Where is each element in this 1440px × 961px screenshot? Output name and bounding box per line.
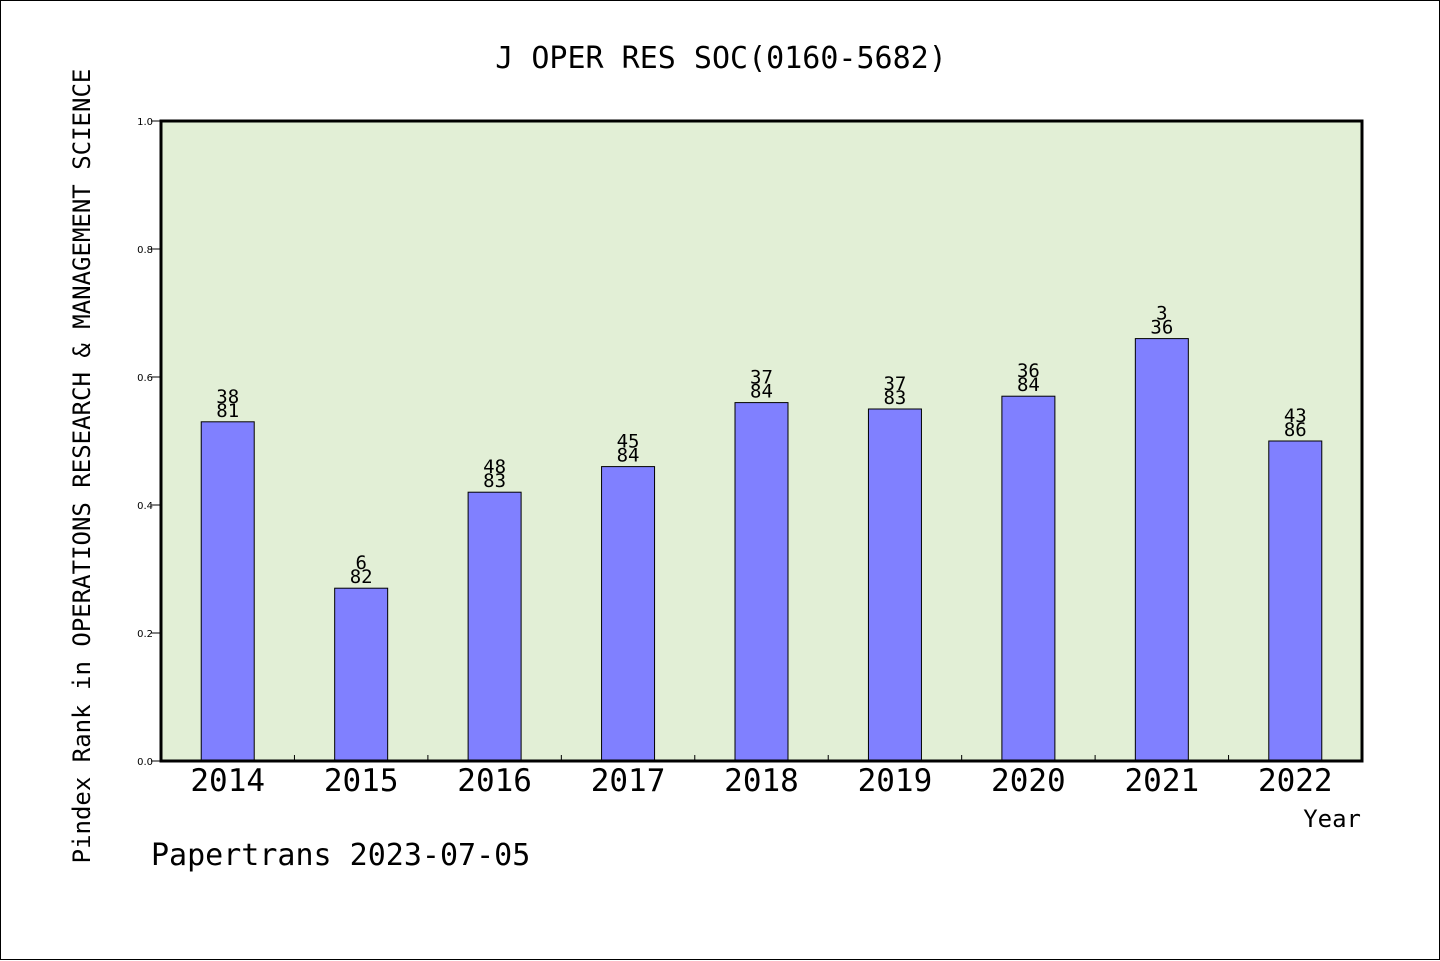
total-label-2018: 84 [750,381,773,403]
total-label-2016: 83 [483,470,506,492]
y-tick-label: 0.8 [137,245,153,256]
x-tick-label-2021: 2021 [1125,763,1200,799]
bar-2015 [334,587,389,762]
rank-label-2014: 38 [216,386,239,408]
x-tick-label-2015: 2015 [324,763,399,799]
y-tick-label: 0.2 [137,629,153,640]
rank-label-2018: 37 [750,367,773,389]
rank-label-2015: 6 [355,552,366,574]
rank-label-2021: 3 [1156,303,1167,325]
rank-label-2016: 48 [483,456,506,478]
y-axis-label: Pindex Rank in OPERATIONS RESEARCH & MAN… [68,69,96,864]
bar-2019 [867,408,922,762]
plot-frame [159,119,1364,763]
x-tick-label-2017: 2017 [591,763,666,799]
x-axis-label: Year [1303,805,1361,833]
chart-title: J OPER RES SOC(0160-5682) [495,41,947,76]
bars-group [200,338,1323,762]
x-tick-label-2022: 2022 [1258,763,1333,799]
total-label-2021: 36 [1150,317,1173,339]
x-tick-label-2019: 2019 [858,763,933,799]
total-label-2022: 86 [1284,419,1307,441]
bar-2021 [1134,338,1189,762]
bar-2022 [1268,440,1323,762]
y-tick-label: 0.6 [137,373,153,384]
total-label-2020: 84 [1017,374,1040,396]
x-tick-label-2020: 2020 [991,763,1066,799]
bar-2017 [601,466,656,762]
total-label-2019: 83 [883,387,906,409]
y-tick-label: 1.0 [137,117,153,128]
y-tick-label: 0.4 [137,501,153,512]
x-tick-label-2016: 2016 [457,763,532,799]
total-label-2015: 82 [350,566,373,588]
rank-label-2022: 43 [1284,405,1307,427]
rank-label-2020: 36 [1017,360,1040,382]
rank-label-2017: 45 [617,431,640,453]
x-tick-label-2018: 2018 [724,763,799,799]
footer-credit: Papertrans 2023-07-05 [151,838,530,873]
bar-2018 [734,402,789,762]
y-tick-label: 0.0 [137,757,153,768]
x-tick-label-2014: 2014 [190,763,265,799]
total-label-2017: 84 [617,445,640,467]
data-labels-group: 3881201468220154883201645842017378420183… [190,303,1332,799]
bar-2014 [200,421,255,762]
bar-2020 [1001,395,1056,762]
rank-label-2019: 37 [883,373,906,395]
bar-2016 [467,491,522,762]
total-label-2014: 81 [216,400,239,422]
